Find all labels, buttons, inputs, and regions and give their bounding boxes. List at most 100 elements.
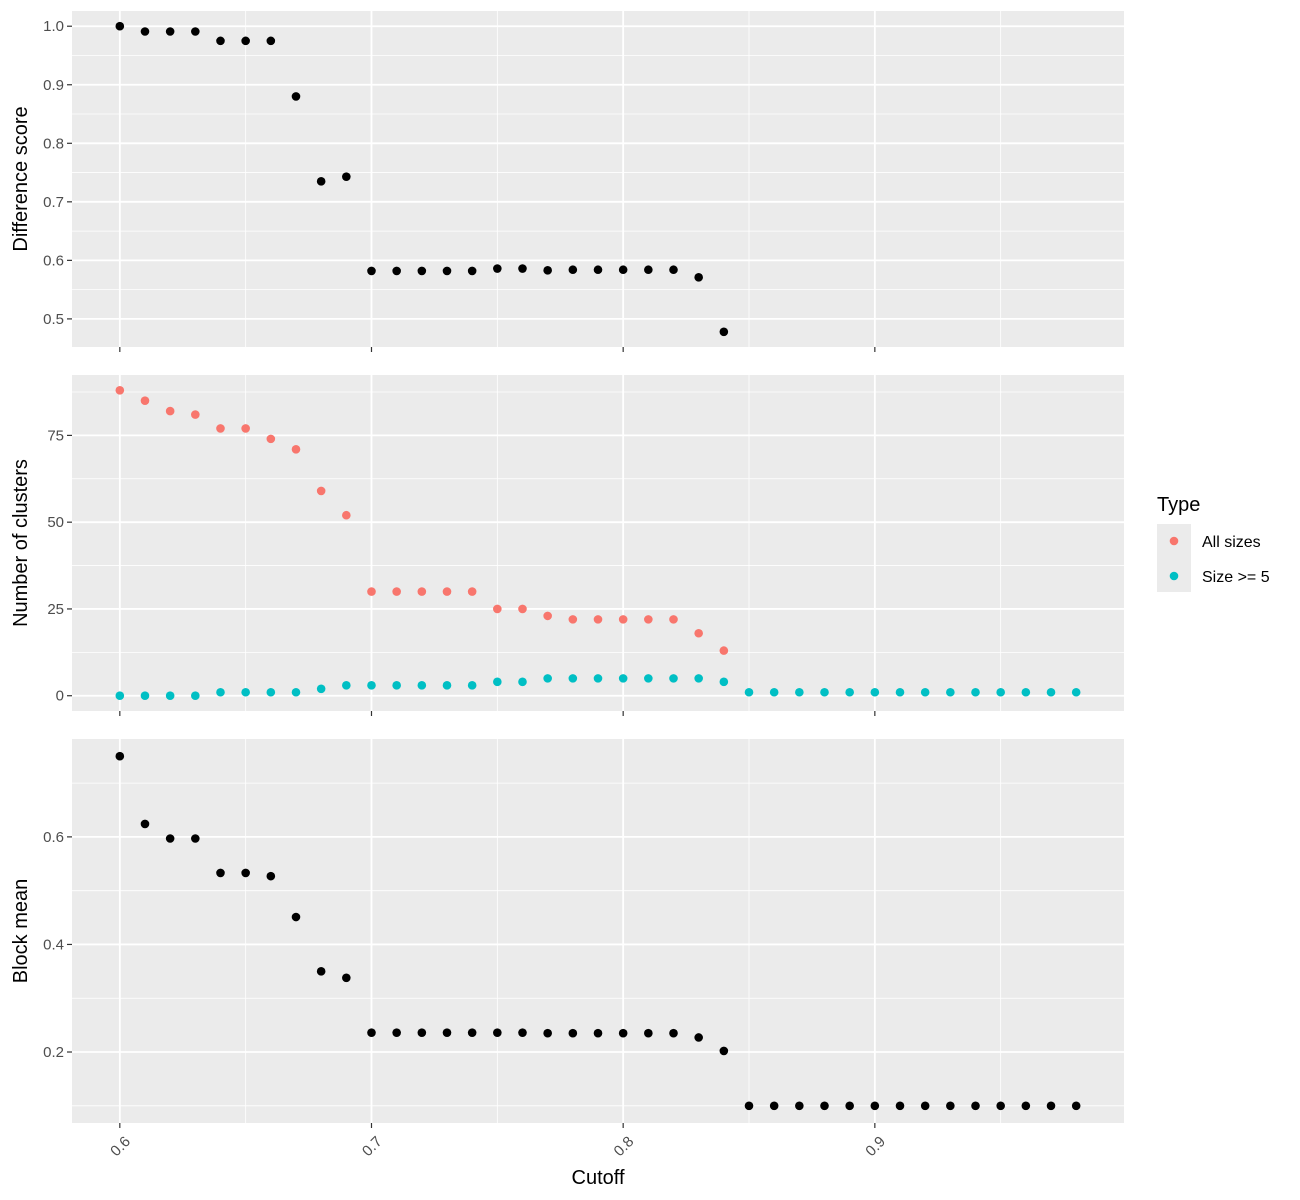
data-point xyxy=(946,1101,955,1111)
data-point xyxy=(216,424,225,433)
data-point xyxy=(996,1101,1005,1111)
data-point xyxy=(291,687,301,697)
data-point xyxy=(568,674,578,683)
y-tick-label: 25 xyxy=(47,601,64,618)
data-point xyxy=(669,615,678,624)
data-point xyxy=(467,1028,477,1037)
data-point xyxy=(618,615,628,624)
data-point xyxy=(644,674,653,683)
legend-label-size-ge-5: Size >= 5 xyxy=(1202,569,1270,586)
y-tick-label: 0.5 xyxy=(43,311,64,328)
data-point xyxy=(467,266,477,276)
data-point xyxy=(392,266,401,276)
data-point xyxy=(140,396,150,405)
data-point xyxy=(694,674,703,683)
data-point xyxy=(367,266,376,276)
data-point xyxy=(191,691,200,701)
data-point xyxy=(644,615,653,624)
y-tick-label: 75 xyxy=(47,427,64,444)
data-point xyxy=(266,871,276,881)
data-point xyxy=(543,611,552,621)
data-point xyxy=(795,1101,804,1111)
data-point xyxy=(493,604,502,614)
data-point xyxy=(820,1101,829,1111)
data-point xyxy=(392,681,401,690)
data-point xyxy=(216,687,225,697)
panel-1: 0.5 0.6 0.7 0.8 0.9 1.0 Difference score xyxy=(10,11,1124,352)
data-point xyxy=(769,1101,779,1111)
y-tick-label: 0.8 xyxy=(43,135,64,152)
data-point xyxy=(367,587,376,596)
data-point xyxy=(644,1028,653,1038)
data-point xyxy=(115,751,125,761)
data-point xyxy=(266,687,276,697)
data-point xyxy=(568,265,578,275)
data-point xyxy=(1021,687,1031,697)
data-point xyxy=(669,674,678,683)
data-point xyxy=(870,1101,880,1111)
data-point xyxy=(291,444,301,454)
data-point xyxy=(1046,687,1056,697)
data-point xyxy=(467,681,477,690)
data-point xyxy=(593,265,603,275)
data-point xyxy=(518,677,527,687)
data-point xyxy=(316,486,326,496)
data-point xyxy=(593,615,603,624)
x-axis-title: Cutoff xyxy=(572,1167,625,1189)
data-point xyxy=(467,587,477,596)
data-point xyxy=(719,1046,729,1056)
data-point xyxy=(216,868,225,878)
data-point xyxy=(644,265,653,275)
data-point xyxy=(165,834,175,843)
data-point xyxy=(140,691,150,701)
data-point xyxy=(618,674,628,683)
data-point xyxy=(291,92,301,101)
data-point xyxy=(241,868,250,878)
data-point xyxy=(971,1101,980,1111)
y-axis-title: Block mean xyxy=(10,879,32,984)
y-tick-label: 0.6 xyxy=(43,829,64,846)
data-point xyxy=(719,646,729,655)
x-tick-label: 0.7 xyxy=(359,1133,386,1160)
data-point xyxy=(568,1028,578,1038)
legend-title: Type xyxy=(1157,494,1200,516)
data-point xyxy=(342,510,351,520)
data-point xyxy=(543,1028,552,1038)
data-point xyxy=(241,424,250,433)
data-point xyxy=(996,687,1005,697)
data-point xyxy=(316,177,326,186)
data-point xyxy=(115,385,125,395)
x-tick-label: 0.6 xyxy=(107,1133,134,1160)
data-point xyxy=(392,587,401,596)
data-point xyxy=(417,587,427,596)
data-point xyxy=(493,677,502,687)
data-point xyxy=(719,677,729,687)
data-point xyxy=(266,434,276,444)
y-tick-label: 0.2 xyxy=(43,1044,64,1061)
series-1 xyxy=(115,21,729,337)
y-tick-label: 0 xyxy=(56,688,64,705)
data-point xyxy=(845,687,854,697)
data-point xyxy=(442,681,452,690)
data-point xyxy=(165,691,175,701)
panel-background xyxy=(72,739,1124,1123)
data-point xyxy=(316,967,326,976)
y-tick-label: 0.7 xyxy=(43,194,64,211)
series-1 xyxy=(115,385,729,655)
data-point xyxy=(493,264,502,273)
data-point xyxy=(1071,1101,1081,1111)
data-point xyxy=(669,1028,678,1038)
panels: 0.5 0.6 0.7 0.8 0.9 1.0 Difference score 0 25 50 7… xyxy=(10,11,1124,1160)
data-point xyxy=(417,1028,427,1037)
data-point xyxy=(493,1028,502,1037)
y-tick-label: 1.0 xyxy=(43,18,64,35)
data-point xyxy=(241,36,250,46)
x-tick-label: 0.9 xyxy=(862,1133,889,1160)
data-point xyxy=(744,687,754,697)
data-point xyxy=(543,266,552,275)
y-tick-label: 0.4 xyxy=(43,936,64,953)
data-point xyxy=(165,406,175,416)
data-point xyxy=(593,1028,603,1038)
data-point xyxy=(769,687,779,697)
data-point xyxy=(845,1101,854,1111)
